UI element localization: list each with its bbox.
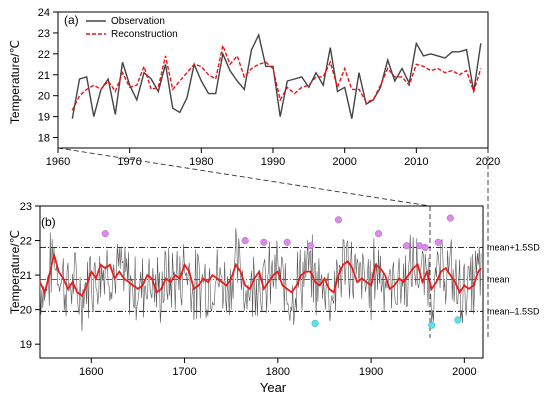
panel-b-x-axis-label: Year: [260, 380, 287, 395]
reconstruction-series-line: [71, 43, 482, 111]
panel-a-x-tick-label: 2010: [404, 156, 428, 168]
panel-a-x-tick-label: 2020: [476, 156, 500, 168]
annual-series-line: [39, 227, 482, 332]
cold-extreme-marker: [454, 316, 462, 324]
panel-a-y-tick-label: 20: [38, 91, 50, 103]
warm-extreme-marker: [446, 214, 454, 222]
panel-a-y-tick-label: 22: [38, 49, 50, 61]
panel-b-y-tick-label: 19: [20, 339, 32, 351]
cold-extreme-marker: [428, 321, 436, 329]
reference-line-label: mean–1.5SD: [487, 306, 540, 316]
panel-b-extreme-markers: [101, 214, 462, 329]
warm-extreme-marker: [434, 238, 442, 246]
zoom-connectors: [57, 147, 489, 338]
panel-a-y-axis-label: Temperature/℃: [8, 40, 22, 124]
panel-b-axes: 1600 1700 1800 1900 2000 19 20 21 22 23: [20, 201, 484, 378]
panel-b-x-tick-label: 1900: [359, 366, 383, 378]
panel-a-chart: (a) Temperature/℃ 1960 1970 1980 1990 2000 20…: [8, 7, 500, 168]
panel-a-axes: 1960 1970 1980 1990 2000 2010 2020 18 19 20 21 22 23…: [38, 7, 500, 168]
panel-b-y-tick-label: 21: [20, 270, 32, 282]
cold-extreme-marker: [311, 319, 319, 328]
panel-b-x-tick-label: 1800: [266, 366, 290, 378]
panel-a-y-tick-label: 21: [38, 70, 50, 82]
panel-b-y-tick-label: 22: [20, 236, 32, 248]
smoothed-series-line: [39, 254, 482, 298]
panel-a-legend: Observation Reconstruction: [86, 16, 178, 40]
warm-extreme-marker: [402, 242, 411, 250]
panel-b-y-tick-label: 23: [20, 201, 32, 213]
panel-a-y-tick-label: 24: [38, 7, 50, 19]
reference-line-label: mean: [487, 275, 510, 285]
panel-b-series: [39, 227, 482, 332]
panel-b-y-tick-label: 20: [20, 305, 32, 317]
panel-b-x-tick-label: 1600: [79, 366, 103, 378]
panel-a-x-tick-label: 1990: [261, 156, 285, 168]
panel-b-x-tick-label: 1700: [172, 366, 196, 378]
panel-a-x-tick-label: 1980: [189, 156, 213, 168]
legend-observation-label: Observation: [111, 16, 165, 27]
panel-a-y-tick-label: 19: [38, 112, 50, 124]
panel-b-label: (b): [41, 215, 56, 229]
reference-line-label: mean+1.5SD: [487, 242, 540, 252]
warm-extreme-marker: [283, 238, 291, 246]
panel-b-x-tick-label: 2000: [452, 366, 476, 378]
panel-a-y-tick-label: 18: [38, 133, 50, 145]
warm-extreme-marker: [334, 216, 342, 224]
warm-extreme-marker: [374, 230, 383, 238]
panel-b-chart: (b) Temperature/℃ Year 1600 1700 1800 1900 2…: [8, 201, 540, 395]
warm-extreme-marker: [101, 230, 109, 238]
panel-a-label: (a): [64, 13, 79, 27]
panel-a-x-tick-label: 1970: [117, 156, 141, 168]
panel-a-series: [71, 32, 482, 119]
legend-reconstruction-label: Reconstruction: [111, 29, 178, 40]
panel-b-y-axis-label: Temperature/℃: [8, 230, 22, 314]
warm-extreme-marker: [260, 238, 268, 246]
warm-extreme-marker: [306, 242, 315, 250]
panel-a-x-tick-label: 1960: [46, 156, 70, 168]
panel-a-y-tick-label: 23: [38, 28, 50, 40]
warm-extreme-marker: [241, 236, 249, 245]
warm-extreme-marker: [421, 243, 429, 252]
connector-left: [57, 147, 431, 207]
panel-a-x-tick-label: 2000: [332, 156, 356, 168]
observation-series-line: [71, 32, 482, 119]
